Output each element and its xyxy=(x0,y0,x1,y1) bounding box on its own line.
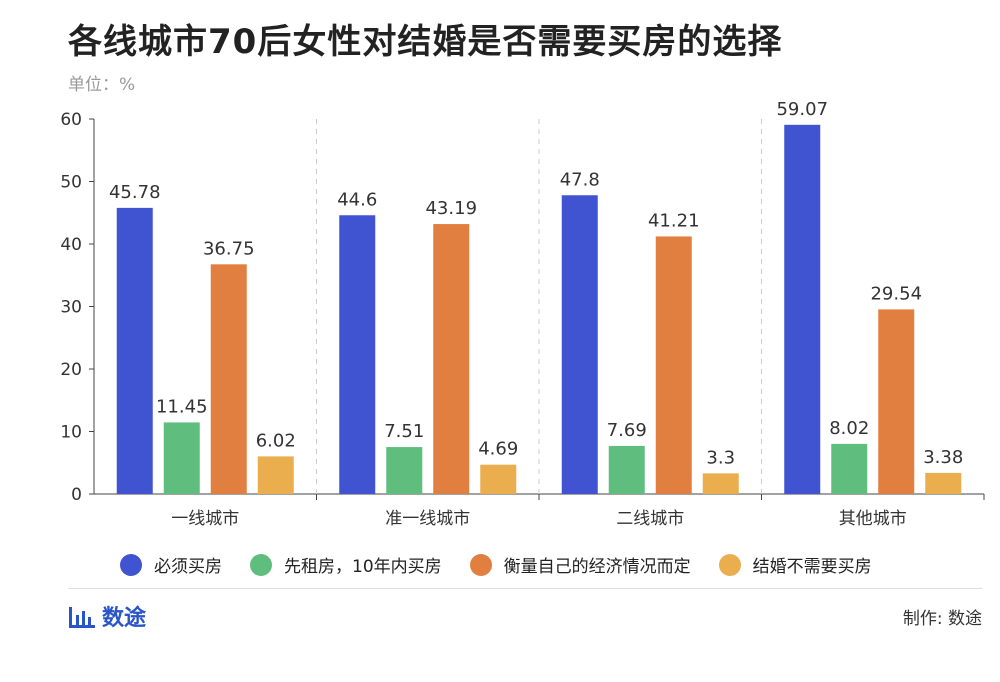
bar xyxy=(561,195,598,494)
legend-label: 必须买房 xyxy=(154,557,222,577)
chart-title: 各线城市70后女性对结婚是否需要买房的选择 xyxy=(68,22,783,62)
data-label: 45.78 xyxy=(109,182,161,203)
data-label: 3.3 xyxy=(706,447,735,468)
bar xyxy=(480,464,517,494)
data-label: 11.45 xyxy=(156,396,208,417)
bar-chart-icon xyxy=(69,607,95,628)
bar xyxy=(784,124,821,494)
brand-name: 数途 xyxy=(102,606,147,631)
data-label: 47.8 xyxy=(560,169,600,190)
y-tick-label: 10 xyxy=(60,423,82,443)
data-label: 29.54 xyxy=(870,283,922,304)
data-label: 6.02 xyxy=(256,430,296,451)
bar xyxy=(210,264,247,494)
data-label: 44.6 xyxy=(337,189,377,210)
data-label: 8.02 xyxy=(829,418,869,439)
y-tick-label: 60 xyxy=(60,110,82,130)
bar xyxy=(925,472,962,494)
bar xyxy=(702,473,739,494)
bar xyxy=(386,447,423,494)
chart-legend: 必须买房 先租房，10年内买房 衡量自己的经济情况而定 结婚不需要买房 xyxy=(120,552,900,577)
bar xyxy=(257,456,294,494)
y-tick-label: 20 xyxy=(60,360,82,380)
bar xyxy=(339,215,376,494)
legend-swatch xyxy=(718,553,741,576)
bar xyxy=(608,445,645,494)
bar-chart: 0 10 20 30 40 50 60 一线城市 准一线城市 二线城市 其他城市 45.78 11.4… xyxy=(60,99,985,529)
bar xyxy=(433,224,470,494)
legend-item: 必须买房 xyxy=(120,552,222,577)
y-tick-label: 0 xyxy=(71,485,82,505)
data-label: 7.69 xyxy=(607,420,647,441)
legend-label: 结婚不需要买房 xyxy=(752,557,872,577)
legend-item: 先租房，10年内买房 xyxy=(250,552,442,577)
legend-label: 先租房，10年内买房 xyxy=(284,557,442,577)
credit-text: 制作: 数途 xyxy=(902,609,982,629)
footer-divider xyxy=(68,588,982,589)
data-label: 43.19 xyxy=(425,198,477,219)
y-tick-label: 30 xyxy=(60,298,82,318)
data-label: 4.69 xyxy=(478,439,518,460)
y-tick-label: 40 xyxy=(60,235,82,255)
legend-label: 衡量自己的经济情况而定 xyxy=(503,557,691,577)
data-label: 36.75 xyxy=(203,238,255,259)
x-category-label: 其他城市 xyxy=(839,509,907,529)
legend-swatch xyxy=(469,553,492,576)
x-category-label: 准一线城市 xyxy=(385,509,470,529)
x-category-label: 二线城市 xyxy=(616,509,684,529)
legend-swatch xyxy=(250,553,272,576)
legend-item: 衡量自己的经济情况而定 xyxy=(469,552,691,577)
data-label: 41.21 xyxy=(648,210,700,231)
bar xyxy=(831,443,868,494)
bar xyxy=(655,236,692,494)
y-tick-label: 50 xyxy=(60,173,82,193)
bar xyxy=(163,422,200,494)
legend-swatch xyxy=(120,553,142,576)
bar xyxy=(878,309,915,494)
brand-logo: 数途 xyxy=(68,600,146,632)
bar xyxy=(116,207,153,494)
data-label: 3.38 xyxy=(923,447,963,468)
data-label: 59.07 xyxy=(776,99,828,120)
data-label: 7.51 xyxy=(384,421,424,442)
legend-item: 结婚不需要买房 xyxy=(718,552,872,577)
x-category-label: 一线城市 xyxy=(171,509,239,529)
unit-label: 单位：% xyxy=(68,75,136,95)
